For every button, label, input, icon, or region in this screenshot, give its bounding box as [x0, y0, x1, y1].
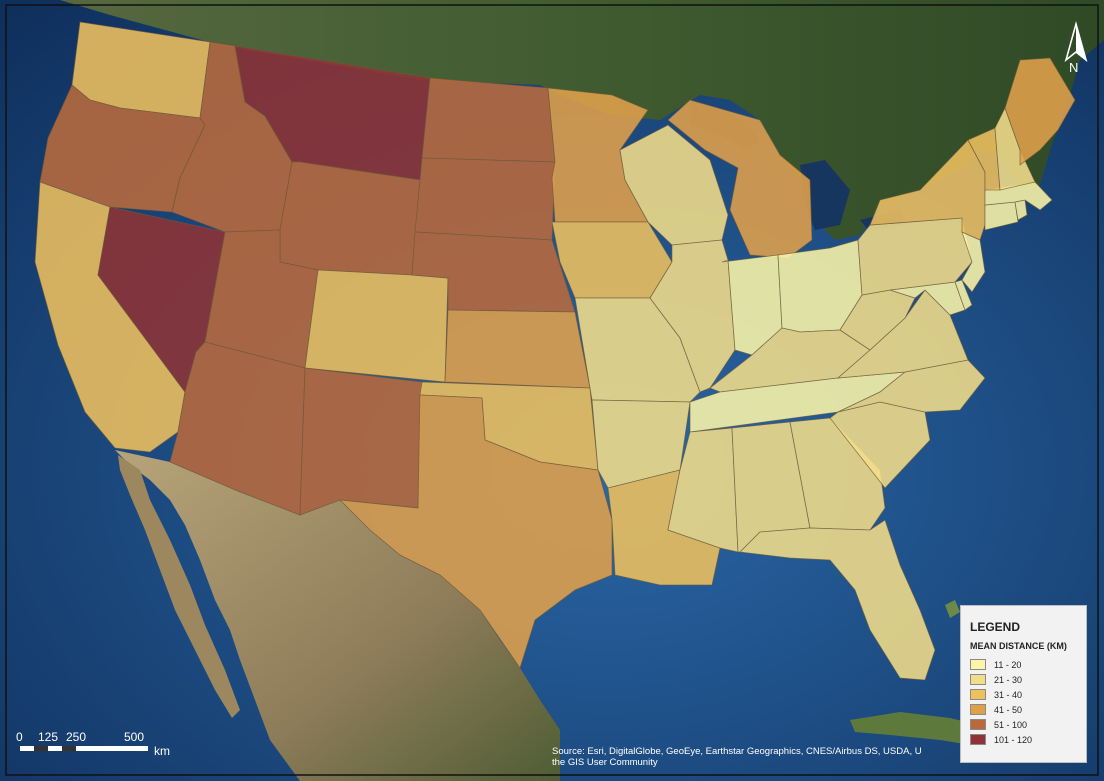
map-attribution: Source: Esri, DigitalGlobe, GeoEye, Eart…	[552, 746, 957, 768]
state-iowa[interactable]	[551, 221, 673, 299]
legend-label: 51 - 100	[994, 719, 1028, 730]
legend-item: 101 - 120	[970, 732, 1077, 747]
attribution-line-2: the GIS User Community	[552, 757, 658, 768]
legend-subtitle: MEAN DISTANCE (KM)	[970, 641, 1067, 651]
scale-label-250: 250	[66, 730, 87, 744]
legend: LEGEND MEAN DISTANCE (KM) 11 - 20 21 - 3…	[960, 605, 1087, 763]
legend-label: 31 - 40	[994, 689, 1023, 700]
state-north-dakota[interactable]	[421, 77, 556, 163]
state-florida[interactable]	[739, 519, 936, 681]
north-arrow-icon	[1064, 21, 1088, 63]
legend-item: 51 - 100	[970, 717, 1077, 732]
legend-item: 11 - 20	[970, 657, 1077, 672]
scale-label-125: 125	[38, 730, 59, 744]
legend-title: LEGEND	[970, 620, 1021, 634]
legend-swatch	[970, 659, 986, 670]
legend-item: 41 - 50	[970, 702, 1077, 717]
state-wyoming[interactable]	[279, 161, 421, 276]
legend-swatch	[970, 674, 986, 685]
attribution-line-1: Source: Esri, DigitalGlobe, GeoEye, Eart…	[552, 746, 922, 757]
scale-bar: 0 125 250 500 km	[16, 730, 170, 760]
legend-swatch	[970, 719, 986, 730]
scale-unit-label: km	[154, 744, 170, 758]
north-arrow-label: N	[1069, 60, 1079, 75]
legend-label: 41 - 50	[994, 704, 1023, 715]
map-border	[5, 4, 1099, 776]
legend-swatch	[970, 734, 986, 745]
state-south-dakota[interactable]	[414, 157, 556, 241]
state-colorado[interactable]	[304, 269, 449, 383]
state-kansas[interactable]	[444, 309, 591, 389]
bahamas-land	[945, 600, 988, 652]
scale-bar-graphic	[20, 746, 148, 751]
state-vermont[interactable]	[967, 127, 1001, 191]
state-virginia[interactable]	[836, 289, 969, 379]
scale-label-0: 0	[16, 730, 23, 744]
legend-label: 101 - 120	[994, 734, 1033, 745]
legend-swatch	[970, 689, 986, 700]
mexico-land	[115, 450, 560, 781]
state-texas[interactable]	[338, 394, 613, 669]
state-illinois[interactable]	[649, 239, 736, 393]
states-layer	[34, 21, 1076, 681]
legend-item: 21 - 30	[970, 672, 1077, 687]
scale-label-500: 500	[124, 730, 145, 744]
legend-item: 31 - 40	[970, 687, 1077, 702]
state-michigan[interactable]	[667, 99, 813, 259]
state-north-carolina[interactable]	[837, 359, 986, 413]
legend-swatch	[970, 704, 986, 715]
legend-label: 11 - 20	[994, 659, 1022, 670]
baja-california	[118, 455, 240, 718]
state-delaware[interactable]	[954, 279, 973, 311]
legend-label: 21 - 30	[994, 674, 1023, 685]
state-maine[interactable]	[1004, 57, 1076, 166]
state-new-hampshire[interactable]	[994, 106, 1036, 191]
state-new-mexico[interactable]	[299, 367, 423, 516]
